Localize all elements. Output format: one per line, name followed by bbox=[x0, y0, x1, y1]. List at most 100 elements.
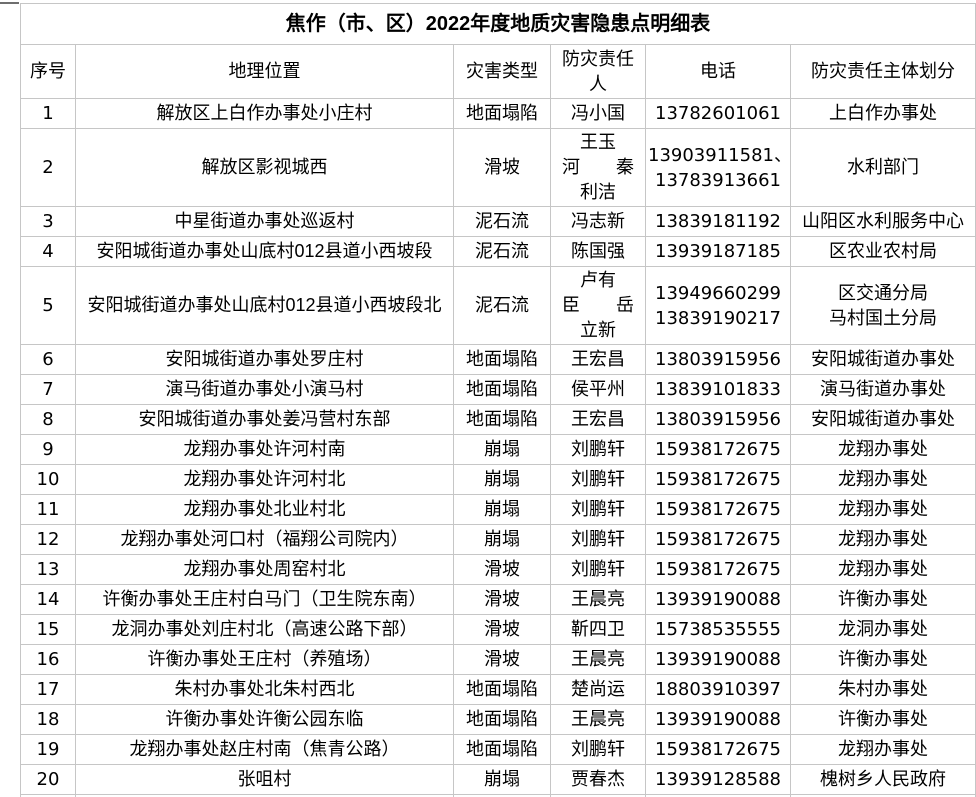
cell-responsible-entity: 区交通分局 马村国土分局 bbox=[789, 266, 976, 345]
table-row: 11 龙翔办事处北业村北 崩塌 刘鹏轩 15938172675 龙翔办事处 bbox=[20, 494, 976, 525]
cell-serial-number: 12 bbox=[20, 524, 76, 555]
cell-phone: 15938172675 bbox=[645, 494, 791, 525]
cell-disaster-type: 滑坡 bbox=[453, 128, 551, 207]
cell-disaster-type: 地面塌陷 bbox=[453, 674, 551, 705]
cell-location: 安阳城街道办事处罗庄村 bbox=[75, 344, 454, 375]
cell-disaster-type: 滑坡 bbox=[453, 644, 551, 675]
cell-responsible-person: 王晨亮 bbox=[550, 644, 646, 675]
cell-location: 演马街道办事处小演马村 bbox=[75, 374, 454, 405]
cell-serial-number: 19 bbox=[20, 734, 76, 765]
cell-responsible-person: 刘鹏轩 bbox=[550, 434, 646, 465]
cell-location: 龙翔办事处许河村北 bbox=[75, 464, 454, 495]
cell-phone: 15938172675 bbox=[645, 434, 791, 465]
table-row: 1 解放区上白作办事处小庄村 地面塌陷 冯小国 13782601061 上白作办… bbox=[20, 98, 976, 129]
cell-location: 龙翔办事处许河村南 bbox=[75, 434, 454, 465]
cell-responsible-entity: 区农业农村局 bbox=[789, 236, 976, 267]
table-row: 16 许衡办事处王庄村（养殖场） 滑坡 王晨亮 13939190088 许衡办事… bbox=[20, 644, 976, 675]
cell-location: 解放区影视城西 bbox=[75, 128, 454, 207]
table-row: 20 张咀村 崩塌 贾春杰 13939128588 槐树乡人民政府 bbox=[20, 764, 976, 795]
cell-responsible-person: 冯志新 bbox=[550, 206, 646, 237]
cell-serial-number: 14 bbox=[20, 584, 76, 615]
table-row: 6 安阳城街道办事处罗庄村 地面塌陷 王宏昌 13803915956 安阳城街道… bbox=[20, 344, 976, 375]
cell-location: 中星街道办事处巡返村 bbox=[75, 206, 454, 237]
table-title-row: 焦作（市、区）2022年度地质灾害隐患点明细表 bbox=[19, 3, 976, 45]
cell-phone: 15938172675 bbox=[645, 524, 791, 555]
cell-serial-number: 1 bbox=[20, 98, 76, 129]
cell-serial-number: 7 bbox=[20, 374, 76, 405]
cell-responsible-entity: 龙翔办事处 bbox=[789, 554, 976, 585]
table-row: 21 耿沟村 崩塌 程艳波 18336809988 槐树乡人民政府 bbox=[20, 794, 976, 797]
column-header-location: 地理位置 bbox=[75, 44, 454, 99]
cell-disaster-type: 崩塌 bbox=[453, 464, 551, 495]
cell-serial-number: 5 bbox=[20, 266, 76, 345]
column-header-phone: 电话 bbox=[645, 44, 791, 99]
cell-location: 安阳城街道办事处山底村012县道小西坡段北 bbox=[75, 266, 454, 345]
cell-serial-number: 11 bbox=[20, 494, 76, 525]
cell-responsible-entity: 龙翔办事处 bbox=[789, 434, 976, 465]
cell-serial-number: 10 bbox=[20, 464, 76, 495]
cell-disaster-type: 泥石流 bbox=[453, 266, 551, 345]
column-header-no: 序号 bbox=[20, 44, 76, 99]
cell-serial-number: 17 bbox=[20, 674, 76, 705]
cell-responsible-person: 王宏昌 bbox=[550, 344, 646, 375]
table-row: 17 朱村办事处北朱村西北 地面塌陷 楚尚运 18803910397 朱村办事处 bbox=[20, 674, 976, 705]
column-header-type: 灾害类型 bbox=[453, 44, 551, 99]
cell-disaster-type: 泥石流 bbox=[453, 236, 551, 267]
cell-responsible-person: 贾春杰 bbox=[550, 764, 646, 795]
table-row: 19 龙翔办事处赵庄村南（焦青公路） 地面塌陷 刘鹏轩 15938172675 … bbox=[20, 734, 976, 765]
hazard-table: 焦作（市、区）2022年度地质灾害隐患点明细表 序号 地理位置 灾害类型 防灾责… bbox=[19, 3, 976, 797]
table-row: 3 中星街道办事处巡返村 泥石流 冯志新 13839181192 山阳区水利服务… bbox=[20, 206, 976, 237]
cell-location: 安阳城街道办事处山底村012县道小西坡段 bbox=[75, 236, 454, 267]
cell-location: 龙翔办事处河口村（福翔公司院内） bbox=[75, 524, 454, 555]
cell-responsible-entity: 槐树乡人民政府 bbox=[789, 764, 976, 795]
table-row: 4 安阳城街道办事处山底村012县道小西坡段 泥石流 陈国强 139391871… bbox=[20, 236, 976, 267]
cell-disaster-type: 崩塌 bbox=[453, 494, 551, 525]
cell-phone: 13782601061 bbox=[645, 98, 791, 129]
cell-responsible-person: 王玉 河 秦 利洁 bbox=[550, 128, 646, 207]
cell-responsible-entity: 安阳城街道办事处 bbox=[789, 344, 976, 375]
cell-responsible-person: 楚尚运 bbox=[550, 674, 646, 705]
table-row: 15 龙洞办事处刘庄村北（高速公路下部） 滑坡 靳四卫 15738535555 … bbox=[20, 614, 976, 645]
cell-location: 安阳城街道办事处姜冯营村东部 bbox=[75, 404, 454, 435]
cell-serial-number: 8 bbox=[20, 404, 76, 435]
cell-responsible-person: 陈国强 bbox=[550, 236, 646, 267]
cell-responsible-person: 刘鹏轩 bbox=[550, 464, 646, 495]
cell-phone: 13803915956 bbox=[645, 344, 791, 375]
cell-responsible-entity: 演马街道办事处 bbox=[789, 374, 976, 405]
cell-disaster-type: 地面塌陷 bbox=[453, 98, 551, 129]
cell-disaster-type: 地面塌陷 bbox=[453, 374, 551, 405]
cell-location: 朱村办事处北朱村西北 bbox=[75, 674, 454, 705]
cell-phone: 18803910397 bbox=[645, 674, 791, 705]
cell-phone: 13839181192 bbox=[645, 206, 791, 237]
cell-disaster-type: 地面塌陷 bbox=[453, 734, 551, 765]
cell-phone: 15938172675 bbox=[645, 464, 791, 495]
cell-responsible-entity: 龙翔办事处 bbox=[789, 494, 976, 525]
cell-serial-number: 13 bbox=[20, 554, 76, 585]
cell-serial-number: 20 bbox=[20, 764, 76, 795]
table-row: 18 许衡办事处许衡公园东临 地面塌陷 王晨亮 13939190088 许衡办事… bbox=[20, 704, 976, 735]
cell-responsible-entity: 槐树乡人民政府 bbox=[789, 794, 976, 797]
cell-location: 龙洞办事处刘庄村北（高速公路下部） bbox=[75, 614, 454, 645]
cell-disaster-type: 地面塌陷 bbox=[453, 404, 551, 435]
table-row: 14 许衡办事处王庄村白马门（卫生院东南） 滑坡 王晨亮 13939190088… bbox=[20, 584, 976, 615]
top-left-gridline-artifact bbox=[0, 2, 19, 4]
table-header-row: 序号 地理位置 灾害类型 防灾责任 人 电话 防灾责任主体划分 bbox=[20, 44, 976, 99]
cell-serial-number: 4 bbox=[20, 236, 76, 267]
cell-serial-number: 15 bbox=[20, 614, 76, 645]
cell-serial-number: 2 bbox=[20, 128, 76, 207]
cell-disaster-type: 崩塌 bbox=[453, 524, 551, 555]
cell-phone: 13939128588 bbox=[645, 764, 791, 795]
cell-phone: 15738535555 bbox=[645, 614, 791, 645]
cell-location: 许衡办事处王庄村白马门（卫生院东南） bbox=[75, 584, 454, 615]
cell-phone: 13939190088 bbox=[645, 704, 791, 735]
cell-responsible-entity: 龙洞办事处 bbox=[789, 614, 976, 645]
table-row: 12 龙翔办事处河口村（福翔公司院内） 崩塌 刘鹏轩 15938172675 龙… bbox=[20, 524, 976, 555]
cell-disaster-type: 崩塌 bbox=[453, 434, 551, 465]
table-row: 8 安阳城街道办事处姜冯营村东部 地面塌陷 王宏昌 13803915956 安阳… bbox=[20, 404, 976, 435]
cell-responsible-entity: 上白作办事处 bbox=[789, 98, 976, 129]
cell-phone: 13939190088 bbox=[645, 644, 791, 675]
cell-responsible-entity: 水利部门 bbox=[789, 128, 976, 207]
cell-disaster-type: 崩塌 bbox=[453, 764, 551, 795]
cell-serial-number: 9 bbox=[20, 434, 76, 465]
